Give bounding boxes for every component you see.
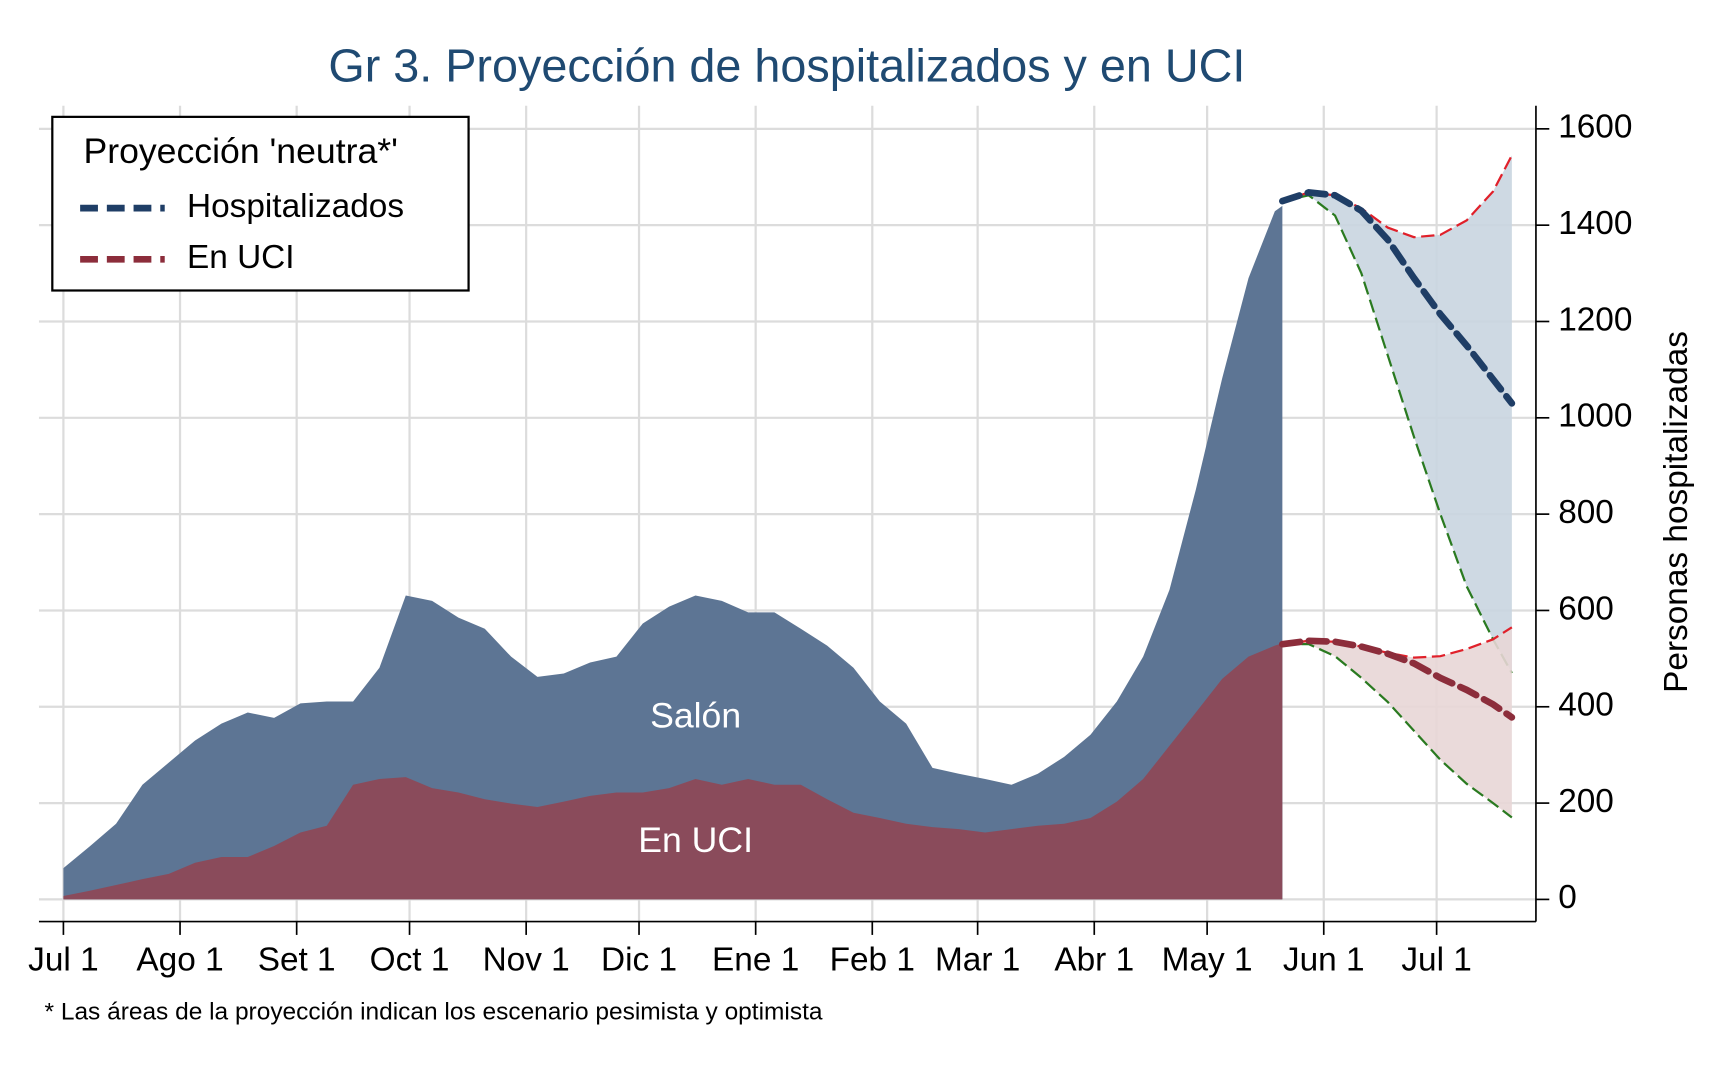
x-tick-label: Dic 1: [601, 941, 677, 978]
x-tick-label: Jun 1: [1283, 941, 1365, 978]
x-tick-label: Set 1: [258, 941, 336, 978]
x-tick-label: Jul 1: [28, 941, 99, 978]
y-tick-label: 800: [1558, 494, 1614, 531]
y-axis-label: Personas hospitalizadas: [1658, 331, 1695, 693]
y-tick-label: 1600: [1558, 109, 1632, 146]
y-tick-label: 1000: [1558, 398, 1632, 435]
y-tick-label: 0: [1558, 879, 1577, 916]
lower-line: [1282, 643, 1513, 819]
x-tick-label: May 1: [1162, 941, 1253, 978]
y-tick-label: 1200: [1558, 301, 1632, 338]
series-label: En UCI: [638, 820, 753, 860]
legend-label: En UCI: [187, 239, 295, 276]
legend: Proyección 'neutra*' Hospitalizados En UCI: [51, 115, 470, 292]
plot: [63, 154, 1516, 900]
footnote: * Las áreas de la proyección indican los…: [45, 998, 823, 1025]
lower-line: [1282, 194, 1513, 674]
x-tick-label: Abr 1: [1054, 941, 1134, 978]
x-tick-label: Ene 1: [712, 941, 799, 978]
y-tick-label: 600: [1558, 590, 1614, 627]
legend-label: Hospitalizados: [187, 188, 404, 225]
projection-band: [1282, 627, 1512, 818]
y-tick-label: 200: [1558, 783, 1614, 820]
y-tick-label: 1400: [1558, 205, 1632, 242]
y-tick-label: 400: [1558, 687, 1614, 724]
series-label: Salón: [650, 695, 741, 735]
x-tick-label: Oct 1: [370, 941, 450, 978]
area: [63, 643, 1283, 900]
x-tick-label: Ago 1: [136, 941, 223, 978]
legend-title: Proyección 'neutra*': [83, 131, 397, 171]
projection-band: [1282, 155, 1512, 674]
x-tick-label: Jul 1: [1401, 941, 1472, 978]
x-tick-label: Mar 1: [935, 941, 1020, 978]
area: [63, 205, 1283, 900]
chart-title: Gr 3. Proyección de hospitalizados y en …: [328, 39, 1245, 91]
x-tick-label: Nov 1: [483, 941, 570, 978]
x-tick-label: Feb 1: [830, 941, 915, 978]
projection-line: [1279, 637, 1516, 721]
projection-line: [1279, 189, 1516, 407]
